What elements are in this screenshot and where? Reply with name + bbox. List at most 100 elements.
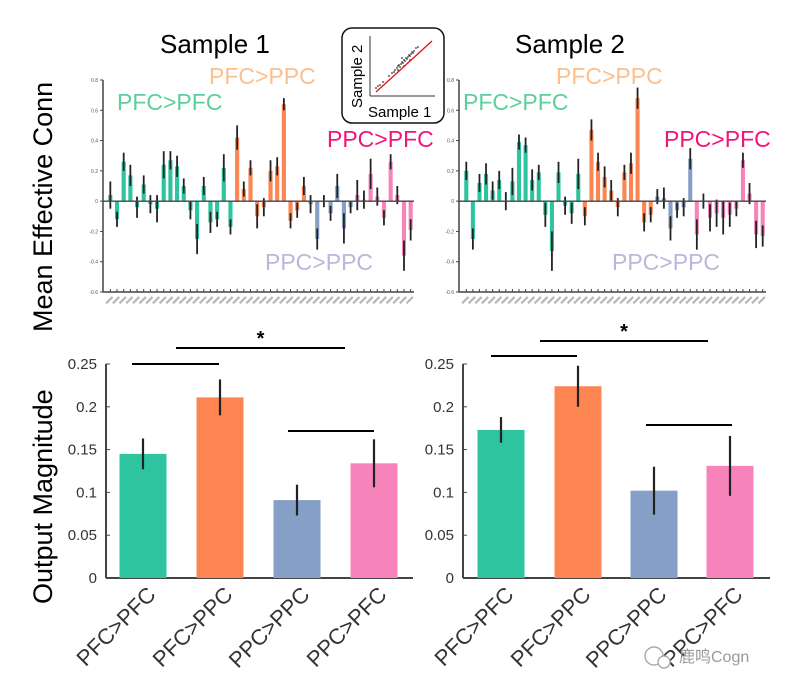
x-tick-label bbox=[292, 296, 301, 305]
x-tick-label bbox=[731, 296, 740, 305]
x-tick-label bbox=[165, 296, 174, 305]
bar bbox=[536, 172, 541, 202]
bar bbox=[121, 161, 126, 202]
x-tick-label bbox=[474, 296, 483, 305]
x-tick-label bbox=[612, 296, 621, 305]
group-label-ppc-pfc: PPC>PFC bbox=[327, 126, 434, 152]
bar bbox=[235, 137, 240, 202]
x-tick-label bbox=[678, 296, 687, 305]
bar bbox=[595, 161, 601, 202]
y-tick-label: 0.15 bbox=[425, 442, 454, 459]
inset-point bbox=[410, 53, 412, 55]
x-tick-label bbox=[645, 296, 654, 305]
bar bbox=[119, 453, 167, 578]
x-tick-label bbox=[685, 296, 694, 305]
x-tick-label bbox=[258, 296, 267, 305]
x-tick-label bbox=[252, 296, 261, 305]
x-tick-label bbox=[573, 296, 582, 305]
x-tick-label bbox=[205, 296, 214, 305]
x-tick-label bbox=[365, 296, 374, 305]
x-category-label: PFC>PFC bbox=[72, 582, 161, 671]
bar bbox=[168, 160, 173, 202]
x-tick-label bbox=[278, 296, 287, 305]
y-tick-label: 0.2 bbox=[433, 399, 454, 416]
ylabel-bottom: Output Magnitude bbox=[28, 389, 58, 604]
watermark: 鹿鸣Cogn bbox=[644, 646, 749, 669]
x-tick-label bbox=[285, 296, 294, 305]
y-tick-label: 0.05 bbox=[425, 527, 454, 544]
x-tick-label bbox=[225, 296, 234, 305]
x-tick-label bbox=[481, 296, 490, 305]
x-tick-label bbox=[392, 296, 401, 305]
bar bbox=[196, 397, 244, 578]
bar bbox=[668, 201, 673, 229]
bar bbox=[688, 158, 693, 202]
x-tick-label bbox=[546, 296, 555, 305]
inset-point bbox=[409, 55, 411, 57]
x-tick-label bbox=[632, 296, 641, 305]
x-tick-label bbox=[298, 296, 307, 305]
inset-point bbox=[407, 56, 409, 58]
x-tick-label bbox=[105, 296, 114, 305]
x-tick-label bbox=[757, 296, 766, 305]
x-tick-label bbox=[744, 296, 753, 305]
y-tick-label: 0.25 bbox=[425, 356, 454, 373]
bar bbox=[175, 166, 180, 202]
bar bbox=[554, 386, 602, 578]
x-tick-label bbox=[312, 296, 321, 305]
y-tick-label: 0.8 bbox=[447, 78, 454, 84]
inset-xlabel: Sample 1 bbox=[368, 104, 431, 121]
group-label-pfc-ppc: PFC>PPC bbox=[209, 63, 316, 89]
x-tick-label bbox=[272, 296, 281, 305]
inset-point bbox=[415, 47, 417, 49]
x-tick-label bbox=[198, 296, 207, 305]
x-tick-label bbox=[626, 296, 634, 305]
bar bbox=[275, 166, 280, 202]
x-tick-label bbox=[527, 296, 536, 305]
x-tick-label bbox=[606, 296, 615, 305]
inset-point bbox=[399, 66, 401, 68]
inset-point bbox=[401, 57, 403, 59]
title-sample-2: Sample 2 bbox=[515, 29, 625, 59]
x-tick-label bbox=[691, 296, 700, 305]
bar bbox=[161, 164, 166, 202]
x-tick-label bbox=[586, 296, 595, 305]
x-tick-label bbox=[405, 296, 414, 305]
group-label-pfc-pfc: PFC>PFC bbox=[463, 89, 568, 115]
bar bbox=[740, 160, 745, 202]
x-tick-label bbox=[658, 296, 667, 305]
x-tick-label bbox=[560, 296, 569, 305]
inset-point bbox=[391, 72, 393, 74]
bar bbox=[622, 172, 627, 202]
ylabel-top: Mean Effective Conn bbox=[28, 82, 58, 332]
x-tick-label bbox=[232, 296, 241, 305]
y-tick-label: 0.05 bbox=[68, 527, 97, 544]
bar bbox=[635, 98, 640, 202]
bar bbox=[408, 201, 413, 230]
bar bbox=[464, 170, 469, 202]
group-label-ppc-ppc: PPC>PPC bbox=[612, 249, 720, 275]
x-tick-label bbox=[500, 296, 509, 305]
bar bbox=[281, 104, 286, 202]
y-tick-label: 0 bbox=[89, 570, 97, 587]
x-tick-label bbox=[245, 296, 254, 305]
bar bbox=[195, 201, 200, 239]
group-label-ppc-pfc: PPC>PFC bbox=[664, 126, 771, 152]
x-tick-label bbox=[533, 296, 542, 305]
y-tick-label: 0.15 bbox=[68, 442, 97, 459]
bar bbox=[401, 201, 407, 256]
inset-point bbox=[394, 69, 396, 71]
x-tick-label bbox=[619, 296, 628, 305]
wechat-icon-small bbox=[657, 655, 671, 669]
x-category-label: PFC>PPC bbox=[148, 582, 238, 672]
y-tick-label: -0.4 bbox=[89, 260, 98, 266]
x-tick-label bbox=[724, 296, 733, 305]
x-tick-label bbox=[579, 296, 588, 305]
x-tick-label bbox=[218, 296, 227, 305]
group-label-ppc-ppc: PPC>PPC bbox=[265, 249, 373, 275]
bar bbox=[754, 201, 759, 235]
x-tick-label bbox=[672, 296, 681, 305]
x-tick-label bbox=[385, 296, 394, 305]
